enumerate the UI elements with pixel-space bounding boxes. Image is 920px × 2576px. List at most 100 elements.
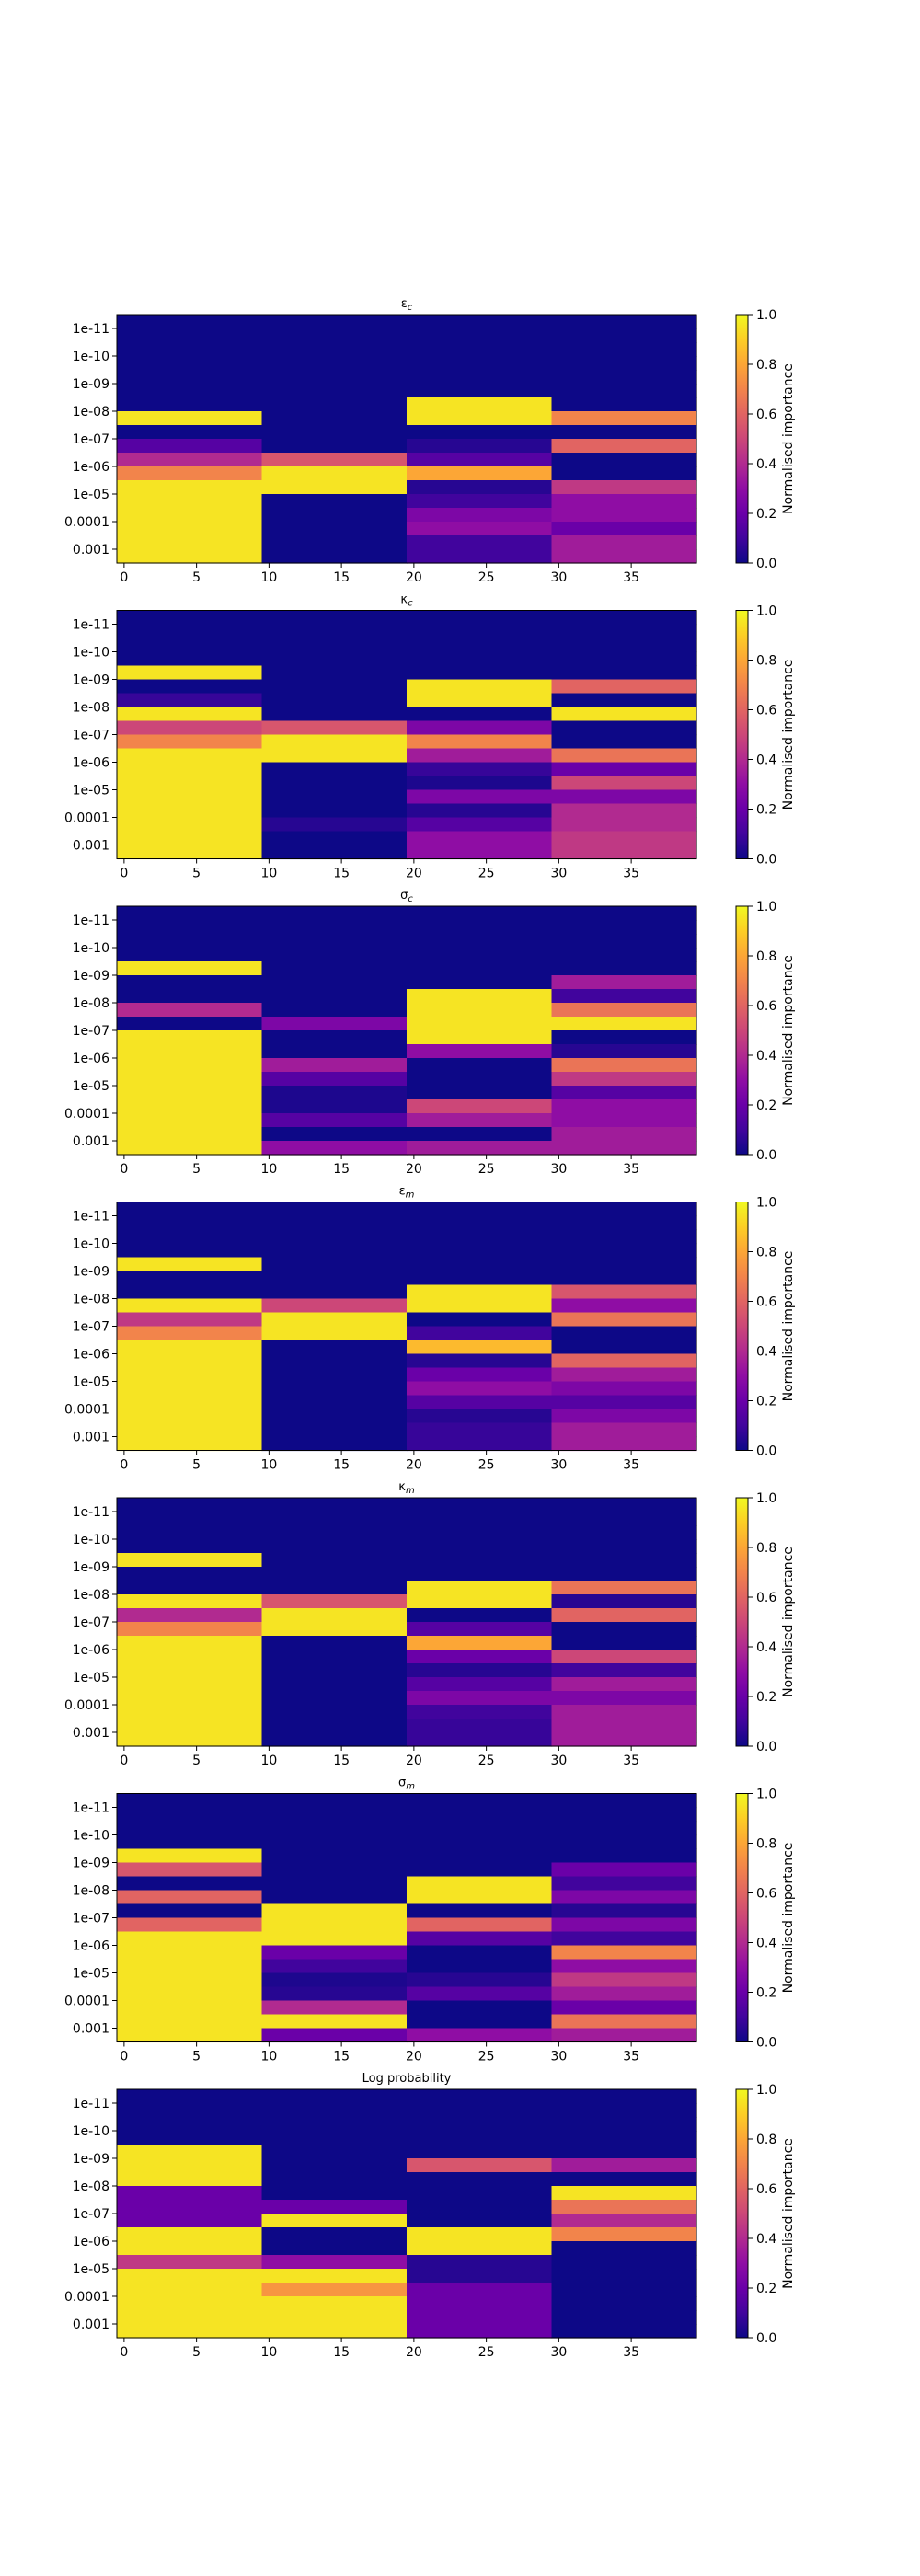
heatmap-cell xyxy=(407,2158,553,2173)
heatmap-cell xyxy=(407,1848,553,1864)
heatmap-cell xyxy=(261,1821,408,1836)
heatmap-cell xyxy=(117,665,263,681)
y-tick-label: 1e-06 xyxy=(73,2235,109,2249)
heatmap-cell xyxy=(407,411,553,426)
heatmap-cell xyxy=(117,2117,263,2132)
heatmap-cell xyxy=(261,1553,408,1568)
heatmap-cell xyxy=(551,508,697,523)
colorbar-tick-label: 0.2 xyxy=(756,1395,776,1409)
heatmap-cell xyxy=(407,1986,553,2002)
x-tick-label: 10 xyxy=(260,570,277,585)
colorbar-tick-label: 0.6 xyxy=(756,2182,776,2197)
colorbar-tick-label: 0.6 xyxy=(756,408,776,422)
heatmap-cell xyxy=(261,2014,408,2030)
heatmap-cell xyxy=(551,1127,697,1142)
heatmap-cell xyxy=(117,845,263,860)
heatmap-cell xyxy=(117,610,263,626)
colorbar-tick-label: 1.0 xyxy=(756,1788,776,1802)
y-tick-label: 1e-09 xyxy=(73,377,109,392)
colorbar-label: Normalised importance xyxy=(781,1843,796,1994)
heatmap-cell xyxy=(551,494,697,509)
heatmap-cell xyxy=(551,439,697,454)
heatmap-cell xyxy=(551,665,697,681)
y-tick-label: 1e-11 xyxy=(73,2097,109,2111)
colorbar-tick-label: 0.0 xyxy=(756,1148,776,1163)
heatmap-cell xyxy=(261,748,408,764)
colorbar-tick-label: 0.8 xyxy=(756,358,776,373)
heatmap-cell xyxy=(551,831,697,846)
heatmap-cell xyxy=(261,2028,408,2043)
heatmap-cell xyxy=(117,2000,263,2016)
heatmap-cell xyxy=(551,1719,697,1733)
heatmap-cell xyxy=(261,522,408,536)
heatmap-cell xyxy=(261,1636,408,1650)
heatmap-cell xyxy=(117,1003,263,1018)
heatmap-cell xyxy=(117,2324,263,2339)
heatmap-cell xyxy=(117,1381,263,1397)
heatmap-cell xyxy=(117,1017,263,1031)
colorbar-label: Normalised importance xyxy=(781,955,796,1106)
y-tick-label: 1e-05 xyxy=(73,2262,109,2277)
heatmap-cell xyxy=(117,2214,263,2228)
heatmap-cell xyxy=(117,651,263,667)
y-tick-label: 0.0001 xyxy=(64,1107,109,1121)
heatmap-cell xyxy=(261,1793,408,1809)
heatmap-cell xyxy=(407,1215,553,1231)
heatmap-cell xyxy=(551,2117,697,2132)
heatmap-cell xyxy=(551,1959,697,1974)
y-tick-label: 1e-07 xyxy=(73,1024,109,1039)
x-tick-label: 35 xyxy=(623,2050,639,2064)
heatmap-cell xyxy=(117,2310,263,2325)
heatmap-cell xyxy=(261,2269,408,2283)
heatmap-cell xyxy=(407,1436,553,1452)
heatmap-cell xyxy=(407,1821,553,1836)
heatmap-cell xyxy=(407,2028,553,2043)
heatmap-cell xyxy=(261,1367,408,1383)
heatmap-cell xyxy=(407,975,553,990)
heatmap-cell xyxy=(551,762,697,777)
heatmap-cell xyxy=(551,356,697,371)
heatmap-cell xyxy=(551,1243,697,1259)
x-tick-label: 10 xyxy=(260,1458,277,1473)
heatmap-cell xyxy=(117,1903,263,1919)
heatmap-cell xyxy=(261,2172,408,2187)
heatmap-cell xyxy=(117,1622,263,1637)
heatmap-cell xyxy=(117,720,263,736)
heatmap-cell xyxy=(261,845,408,860)
heatmap-cell xyxy=(261,1539,408,1554)
x-tick-label: 15 xyxy=(333,2345,350,2360)
heatmap-cell xyxy=(551,1553,697,1568)
heatmap-cell xyxy=(551,1793,697,1809)
x-tick-label: 25 xyxy=(478,1162,495,1177)
heatmap-cell xyxy=(117,1821,263,1836)
y-tick-label: 0.001 xyxy=(73,1431,109,1445)
x-tick-label: 5 xyxy=(192,570,201,585)
heatmap-cell xyxy=(407,425,553,440)
colorbar xyxy=(735,1497,749,1747)
heatmap-cell xyxy=(261,720,408,736)
heatmap-cell xyxy=(261,1807,408,1823)
heatmap-cell xyxy=(117,1243,263,1259)
heatmap-cell xyxy=(261,1284,408,1300)
y-tick-label: 1e-09 xyxy=(73,1560,109,1575)
heatmap-cell xyxy=(551,2172,697,2187)
heatmap-cell xyxy=(261,397,408,412)
heatmap-panel-4: κm 1e-11 1e-10 1e-09 1e-08 1e-07 1e-06 1e-05 0.0… xyxy=(64,1480,796,1768)
heatmap-cell xyxy=(261,1705,408,1719)
colorbar-tick-label: 0.4 xyxy=(756,1049,776,1064)
heatmap-cell xyxy=(261,328,408,343)
heatmap-panel-3: εm 1e-11 1e-10 1e-09 1e-08 1e-07 1e-06 1e-05 0.0… xyxy=(64,1185,796,1473)
x-tick-label: 5 xyxy=(192,1754,201,1768)
heatmap-cell xyxy=(407,439,553,454)
heatmap-cell xyxy=(117,1498,263,1512)
heatmap-cell xyxy=(407,1862,553,1878)
heatmap-cell xyxy=(407,1395,553,1410)
heatmap-cell xyxy=(261,1003,408,1018)
heatmap-cell xyxy=(261,1202,408,1217)
heatmap-cell xyxy=(551,1257,697,1272)
heatmap-cell xyxy=(261,2158,408,2173)
heatmap-cell xyxy=(407,1650,553,1664)
heatmap-cell xyxy=(261,1409,408,1424)
heatmap-cell xyxy=(407,1072,553,1087)
heatmap-cell xyxy=(261,2103,408,2118)
